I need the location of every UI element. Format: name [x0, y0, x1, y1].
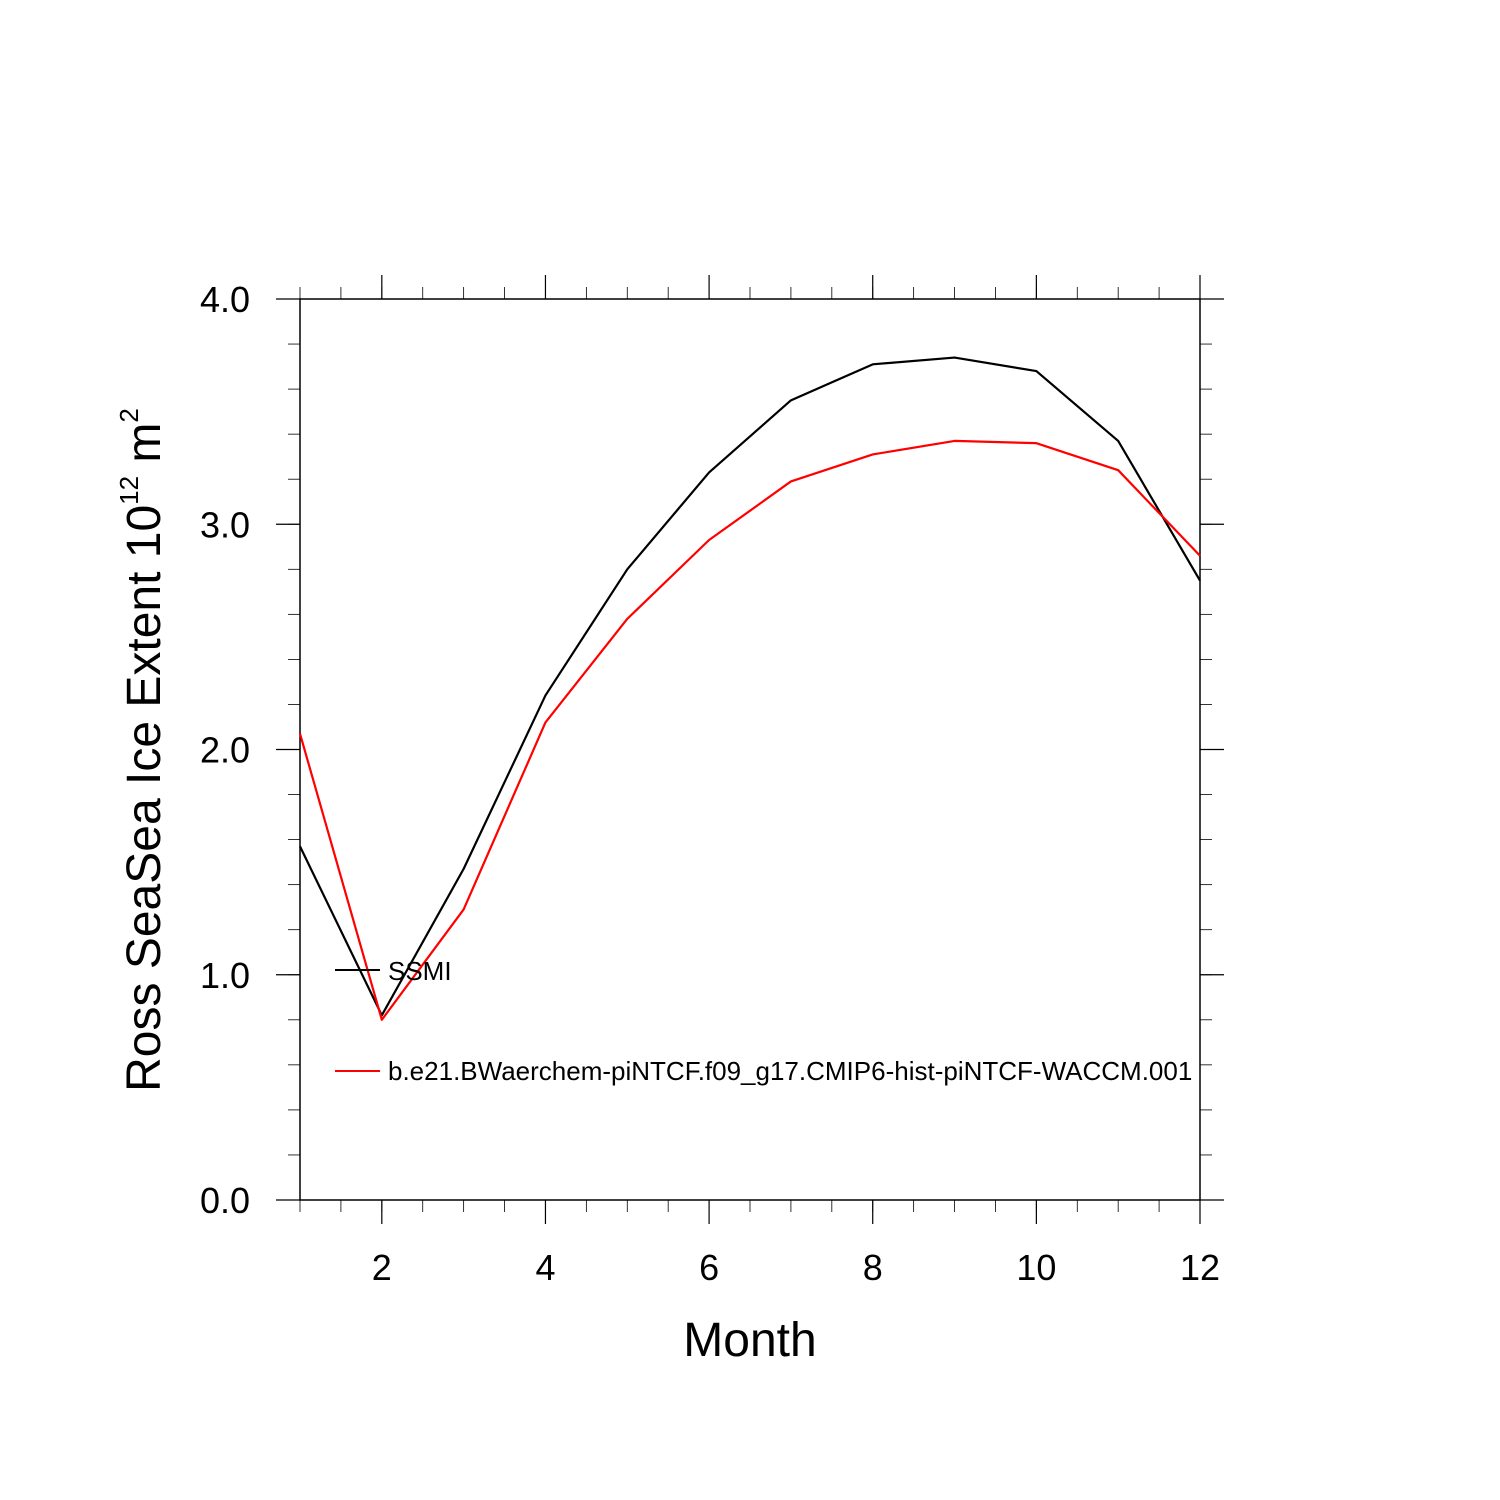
- y-tick-label: 3.0: [200, 504, 250, 545]
- series-line-0: [299, 356, 1201, 1017]
- legend-label-model: b.e21.BWaerchem-piNTCF.f09_g17.CMIP6-his…: [388, 1056, 1192, 1086]
- x-tick-label: 6: [699, 1247, 719, 1288]
- x-tick-label: 8: [863, 1247, 883, 1288]
- y-axis-title-unit: m: [118, 423, 171, 476]
- axis-tick-labels: 0.0 1.0 2.0 3.0 4.0 2 4 6 8 10 12: [200, 279, 1220, 1288]
- y-axis-title-unit-exponent: 2: [114, 408, 144, 422]
- legend: SSMI b.e21.BWaerchem-piNTCF.f09_g17.CMIP…: [335, 956, 1192, 1086]
- x-tick-label: 4: [535, 1247, 555, 1288]
- legend-label-ssmi: SSMI: [388, 956, 452, 986]
- axis-ticks: [276, 275, 1224, 1224]
- x-tick-label: 10: [1016, 1247, 1056, 1288]
- x-tick-label: 2: [372, 1247, 392, 1288]
- y-tick-label: 1.0: [200, 955, 250, 996]
- y-tick-label: 0.0: [200, 1180, 250, 1221]
- y-axis-title-main: Ross SeaSea Ice Extent 10: [118, 505, 171, 1092]
- series-line-1: [298, 439, 1201, 1021]
- y-tick-label: 2.0: [200, 730, 250, 771]
- y-axis-title: Ross SeaSea Ice Extent 1012 m2: [114, 408, 171, 1092]
- x-tick-label: 12: [1180, 1247, 1220, 1288]
- y-axis-title-group: Ross SeaSea Ice Extent 1012 m2: [114, 408, 171, 1092]
- y-tick-label: 4.0: [200, 279, 250, 320]
- y-axis-title-exponent: 12: [114, 476, 144, 505]
- series-lines: [298, 356, 1201, 1021]
- x-axis-title: Month: [683, 1314, 816, 1367]
